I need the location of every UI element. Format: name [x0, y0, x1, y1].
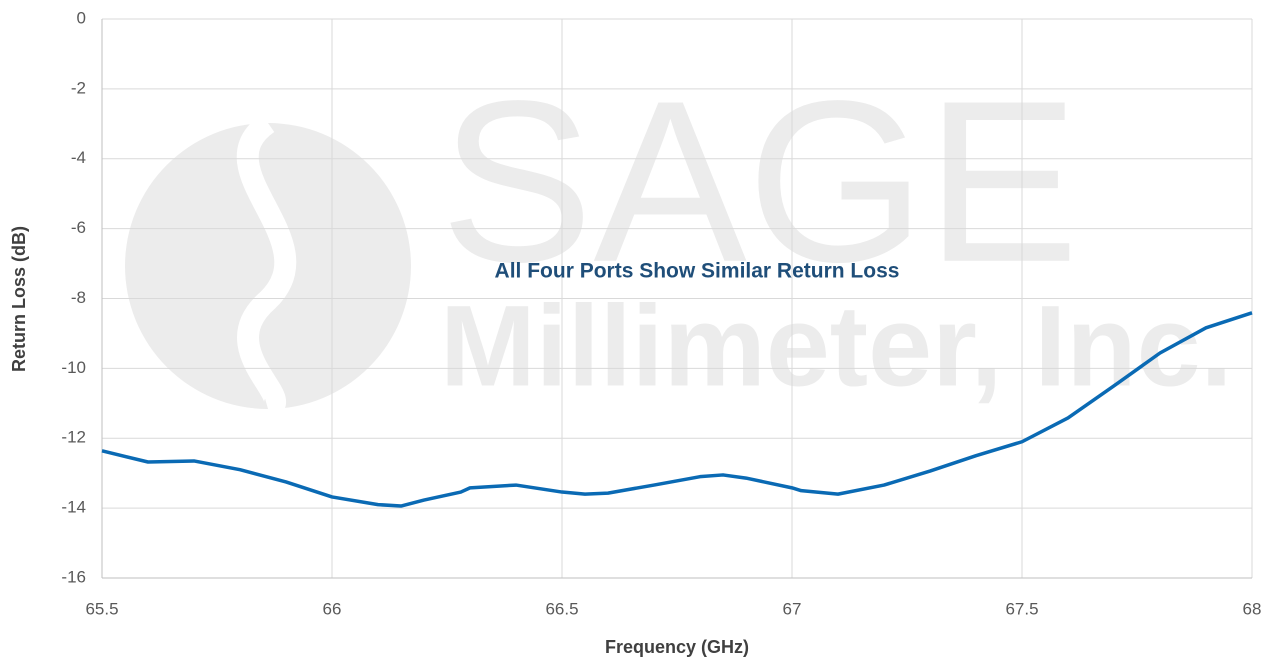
y-tick-label: -8 — [71, 288, 86, 307]
x-tick-label: 68 — [1243, 599, 1262, 618]
watermark-logo-swirl — [236, 113, 297, 420]
x-tick-label: 67 — [783, 599, 802, 618]
y-tick-label: -12 — [61, 428, 86, 447]
x-tick-label: 67.5 — [1005, 599, 1038, 618]
y-axis-title: Return Loss (dB) — [9, 226, 29, 372]
watermark: Millimeter, Inc. — [440, 282, 1232, 410]
x-tick-label: 65.5 — [85, 599, 118, 618]
annotation: All Four Ports Show Similar Return Loss — [495, 260, 900, 283]
y-tick-label: 0 — [77, 8, 86, 27]
y-tick-label: -4 — [71, 148, 86, 167]
watermark-logo — [125, 123, 411, 409]
x-tick-label: 66 — [323, 599, 342, 618]
y-tick-label: -2 — [71, 78, 86, 97]
x-tick-label: 66.5 — [545, 599, 578, 618]
y-tick-label: -10 — [61, 358, 86, 377]
line-series — [101, 311, 1253, 508]
y-tick-label: -6 — [71, 218, 86, 237]
y-tick-label: -16 — [61, 567, 86, 586]
y-tick-label: -14 — [61, 498, 86, 517]
watermark: SAGE — [440, 53, 1079, 310]
x-axis-title: Frequency (GHz) — [605, 637, 749, 657]
